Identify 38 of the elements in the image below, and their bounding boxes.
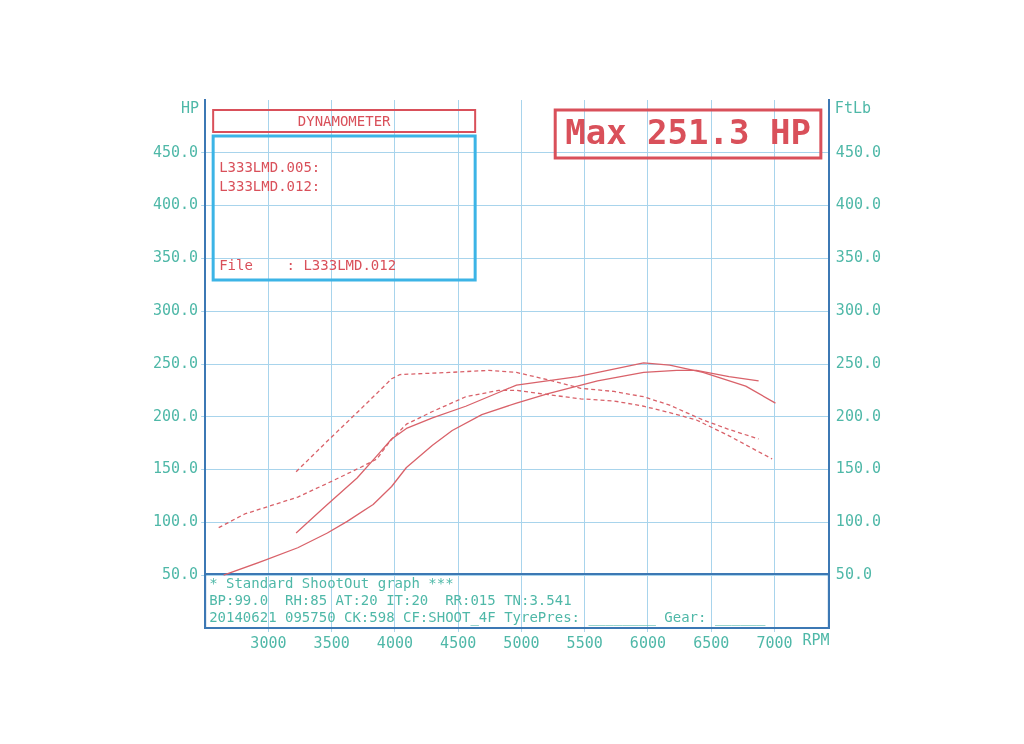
x-tick-label: 5000 [503, 633, 540, 652]
y2-tick-label: 100.0 [835, 512, 881, 531]
x-tick-label: 4500 [440, 633, 477, 652]
text: DYNAMOMETER [297, 112, 392, 129]
y-tick-label: 450.0 [153, 142, 199, 161]
y2-tick-label: 50.0 [835, 565, 872, 584]
y2-tick-label: 300.0 [835, 301, 881, 320]
y-tick-label: 100.0 [153, 512, 199, 531]
annotation: Max 251.3 HP [565, 111, 811, 152]
y2-tick-label: 350.0 [835, 248, 881, 267]
x-tick-label: 4000 [376, 633, 413, 652]
y-tick-label: 50.0 [162, 565, 199, 584]
y2-tick-label: 400.0 [835, 195, 881, 214]
x-tick-label: 3500 [313, 633, 350, 652]
y2-tick-label: 450.0 [835, 142, 881, 161]
x-tick-label: 3000 [250, 633, 287, 652]
annotation: L333LMD.005: [219, 158, 321, 175]
x-tick-label: 6500 [693, 633, 730, 652]
y-axis-title: HP [181, 98, 200, 117]
y-tick-label: 200.0 [153, 406, 199, 425]
annotation: File : L333LMD.012 [219, 256, 397, 273]
annotation: L333LMD.012: [219, 177, 321, 194]
y2-tick-label: 150.0 [835, 459, 881, 478]
x-axis-title: RPM [802, 630, 830, 649]
y2-tick-label: 200.0 [835, 406, 881, 425]
y-tick-label: 400.0 [153, 195, 199, 214]
y-tick-label: 150.0 [153, 459, 199, 478]
annotation: * Standard ShootOut graph *** [209, 574, 454, 591]
x-tick-label: 7000 [756, 633, 793, 652]
x-tick-label: 6000 [629, 633, 666, 652]
y-tick-label: 350.0 [153, 248, 199, 267]
y2-tick-label: 250.0 [835, 353, 881, 372]
y2-axis-title: FtLb [834, 98, 871, 117]
annotation: BP:99.0 RH:85 AT:20 IT:20 RR:015 TN:3.541 [209, 591, 572, 608]
annotation: 20140621 095750 CK:598 CF:SHOOT_4F TyrePres: ________ Gear: ______ [209, 608, 767, 626]
y-tick-label: 300.0 [153, 301, 199, 320]
y-tick-label: 250.0 [153, 353, 199, 372]
x-tick-label: 5500 [566, 633, 603, 652]
